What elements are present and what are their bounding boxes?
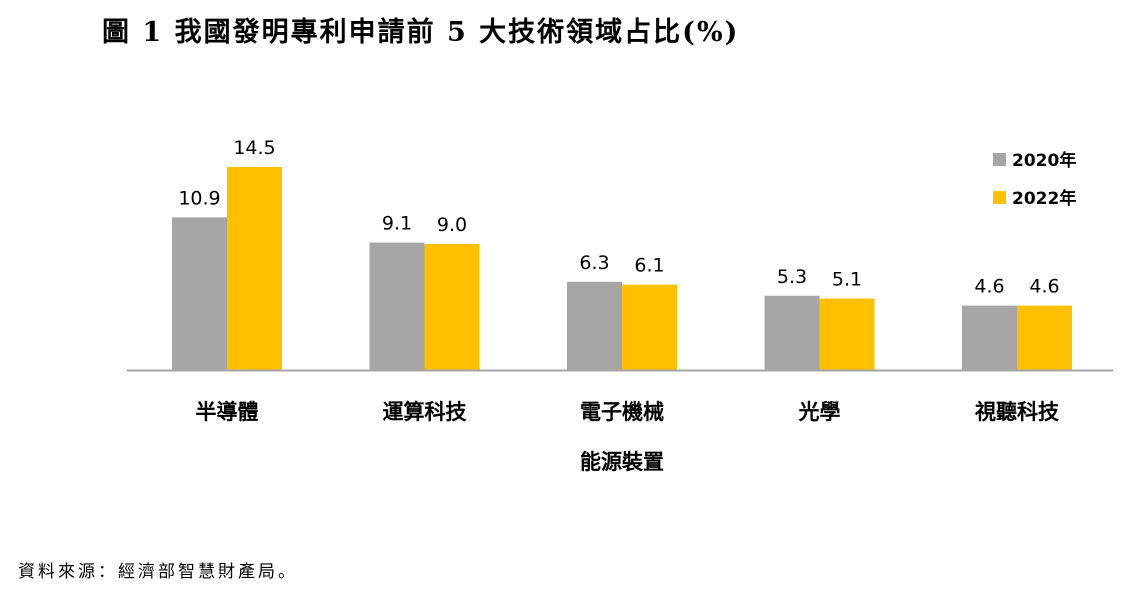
x-tick-label-electrical-machinery-line1: 電子機械 [580, 400, 664, 424]
legend-label-2022: 2022年 [1012, 188, 1076, 209]
x-tick-label-electrical-machinery-line2: 能源裝置 [580, 450, 664, 474]
legend-swatch-2020 [993, 153, 1006, 166]
x-tick-label-optics: 光學 [798, 400, 841, 424]
x-tick-label-audio-visual-tech: 視聽科技 [974, 400, 1060, 424]
bar-semiconductor-2022 [227, 167, 282, 370]
x-tick-label-computing-tech: 運算科技 [383, 400, 468, 424]
bar-electrical-machinery-2022 [622, 284, 677, 370]
legend-label-2020: 2020年 [1012, 150, 1076, 171]
bar-electrical-machinery-2020 [567, 281, 622, 370]
bar-optics-2020 [764, 295, 820, 370]
bar-optics-2022 [819, 298, 875, 370]
bar-audio-visual-tech-2022 [1017, 305, 1072, 370]
legend-swatch-2022 [993, 191, 1006, 204]
data-label-optics-2022: 5.1 [832, 269, 862, 291]
data-label-computing-tech-2022: 9.0 [437, 214, 467, 236]
data-label-semiconductor-2022: 14.5 [233, 137, 275, 159]
bar-chart: 10.9 9.1 6.3 5.3 4.6 14.5 9.0 6.1 5.1 4.6 半導體 運算科技 電… [127, 137, 1113, 474]
data-label-optics-2020: 5.3 [777, 266, 807, 288]
data-label-electrical-machinery-2022: 6.1 [634, 255, 664, 277]
data-label-audio-visual-tech-2022: 4.6 [1029, 276, 1059, 298]
bar-audio-visual-tech-2020 [962, 305, 1017, 370]
bar-semiconductor-2020 [172, 217, 227, 370]
bar-computing-tech-2020 [369, 242, 425, 370]
data-label-audio-visual-tech-2020: 4.6 [974, 276, 1004, 298]
source-note: 資料來源：經濟部智慧財產局。 [18, 562, 298, 582]
bar-computing-tech-2022 [424, 244, 480, 370]
data-label-computing-tech-2020: 9.1 [382, 213, 412, 235]
data-label-semiconductor-2020: 10.9 [178, 187, 220, 209]
chart-title: 圖 1 我國發明專利申請前 5 大技術領域占比(%) [102, 17, 740, 48]
data-label-electrical-machinery-2020: 6.3 [579, 252, 609, 274]
x-tick-label-semiconductor: 半導體 [196, 400, 259, 424]
